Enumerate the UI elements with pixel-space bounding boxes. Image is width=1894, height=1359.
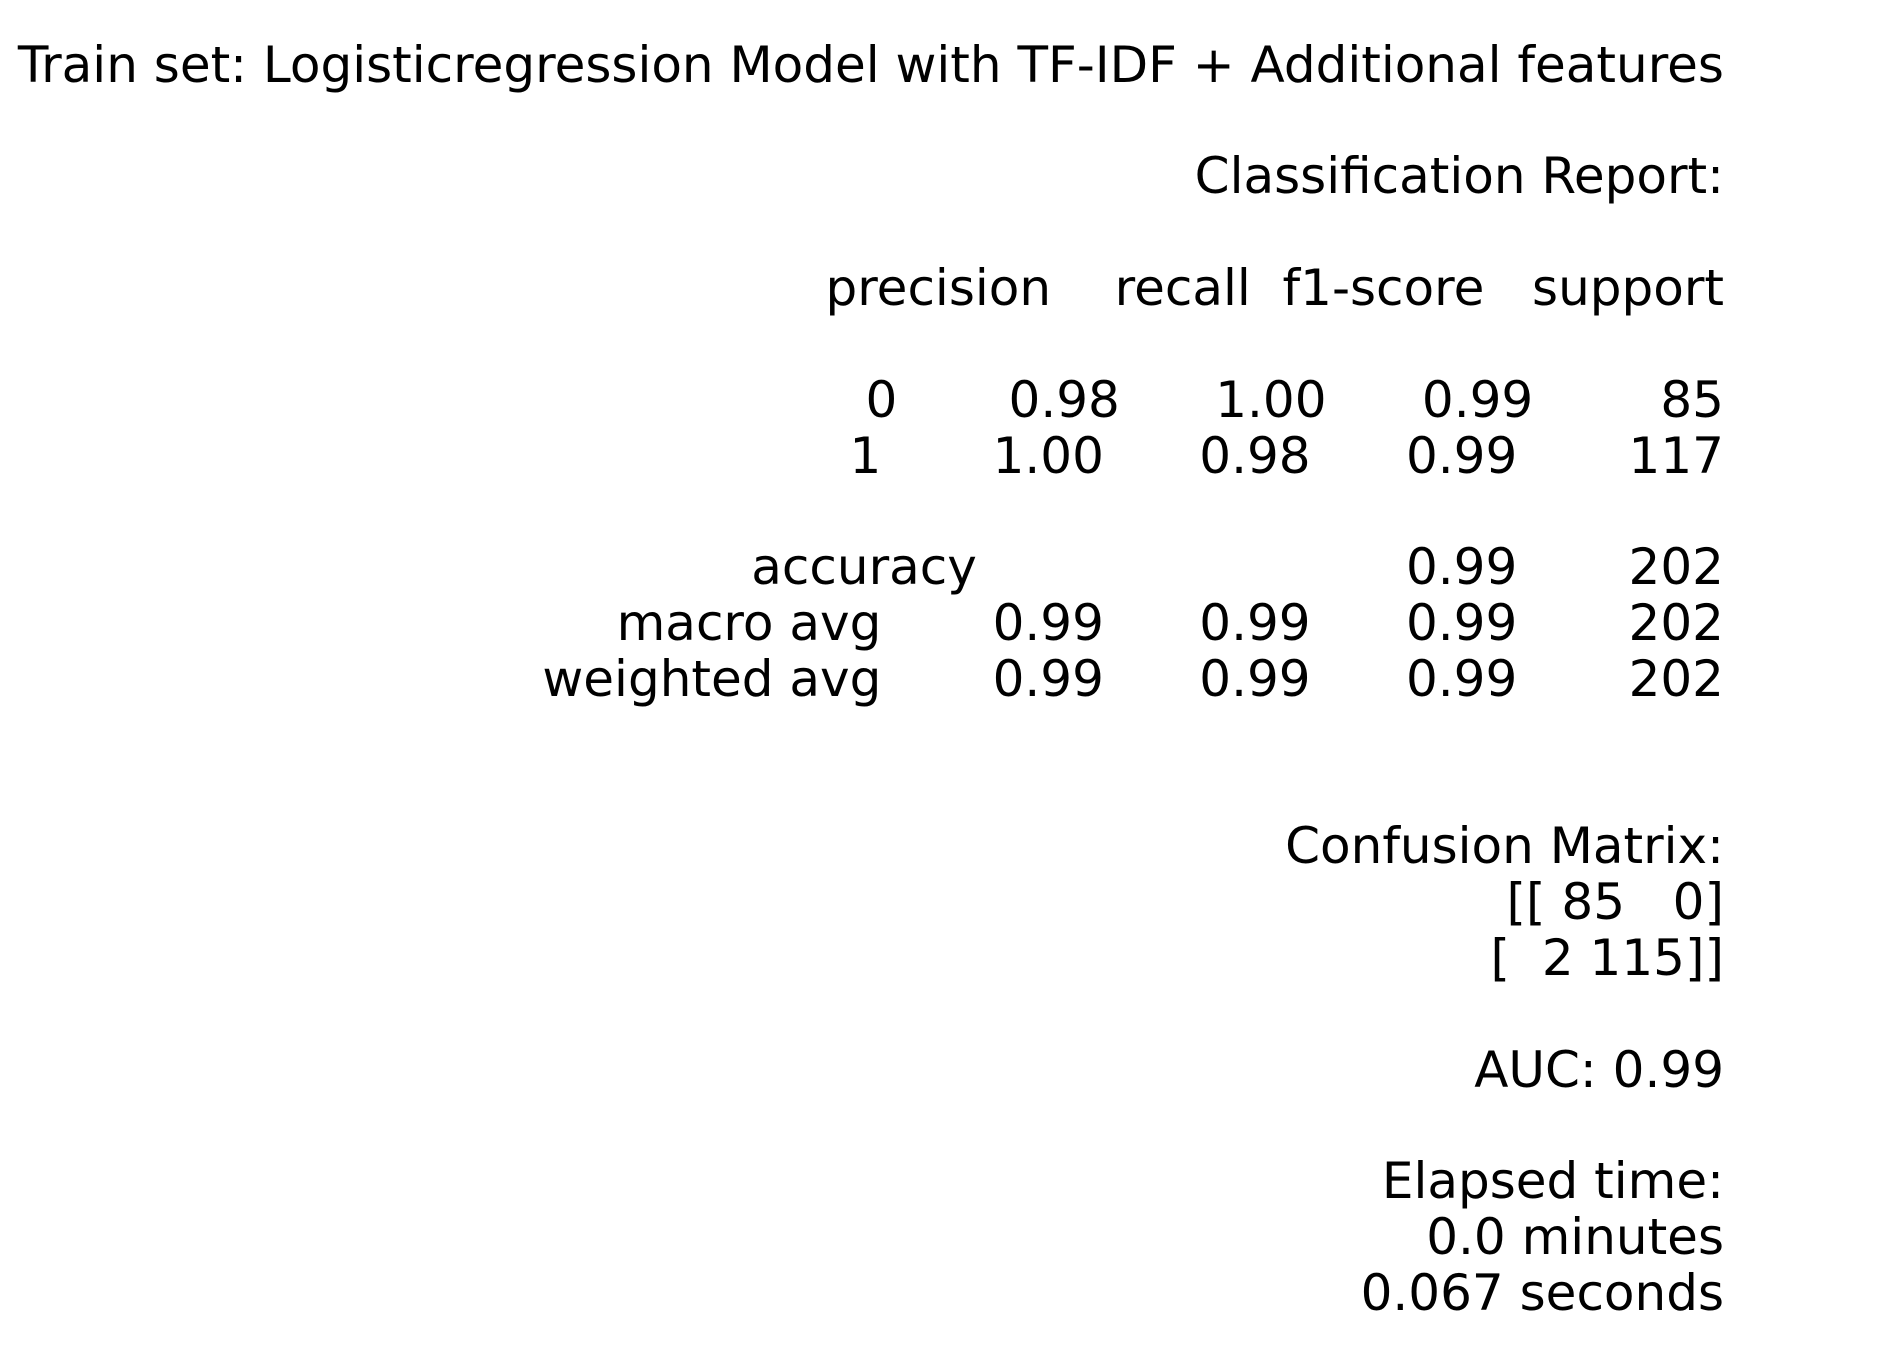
confusion-matrix-heading: Confusion Matrix:: [1285, 817, 1724, 875]
classification-report-heading: Classification Report:: [1194, 147, 1724, 205]
elapsed-time-heading: Elapsed time:: [1381, 1152, 1724, 1210]
report-row-class-1: 1 1.00 0.98 0.99 117: [849, 427, 1724, 485]
report-row-class-0: 0 0.98 1.00 0.99 85: [865, 371, 1724, 429]
confusion-matrix-row-1: [ 2 115]]: [1490, 929, 1724, 987]
report-row-macro-avg: macro avg 0.99 0.99 0.99 202: [616, 594, 1724, 652]
classification-report-header: precision recall f1-score support: [825, 259, 1724, 317]
confusion-matrix-row-0: [[ 85 0]: [1506, 873, 1724, 931]
report-row-accuracy: accuracy 0.99 202: [751, 538, 1724, 596]
elapsed-minutes: 0.0 minutes: [1426, 1208, 1724, 1266]
report-row-weighted-avg: weighted avg 0.99 0.99 0.99 202: [542, 650, 1724, 708]
elapsed-seconds: 0.067 seconds: [1360, 1264, 1724, 1322]
report-title: Train set: Logisticregression Model with…: [17, 36, 1724, 94]
auc-value: AUC: 0.99: [1474, 1041, 1724, 1099]
